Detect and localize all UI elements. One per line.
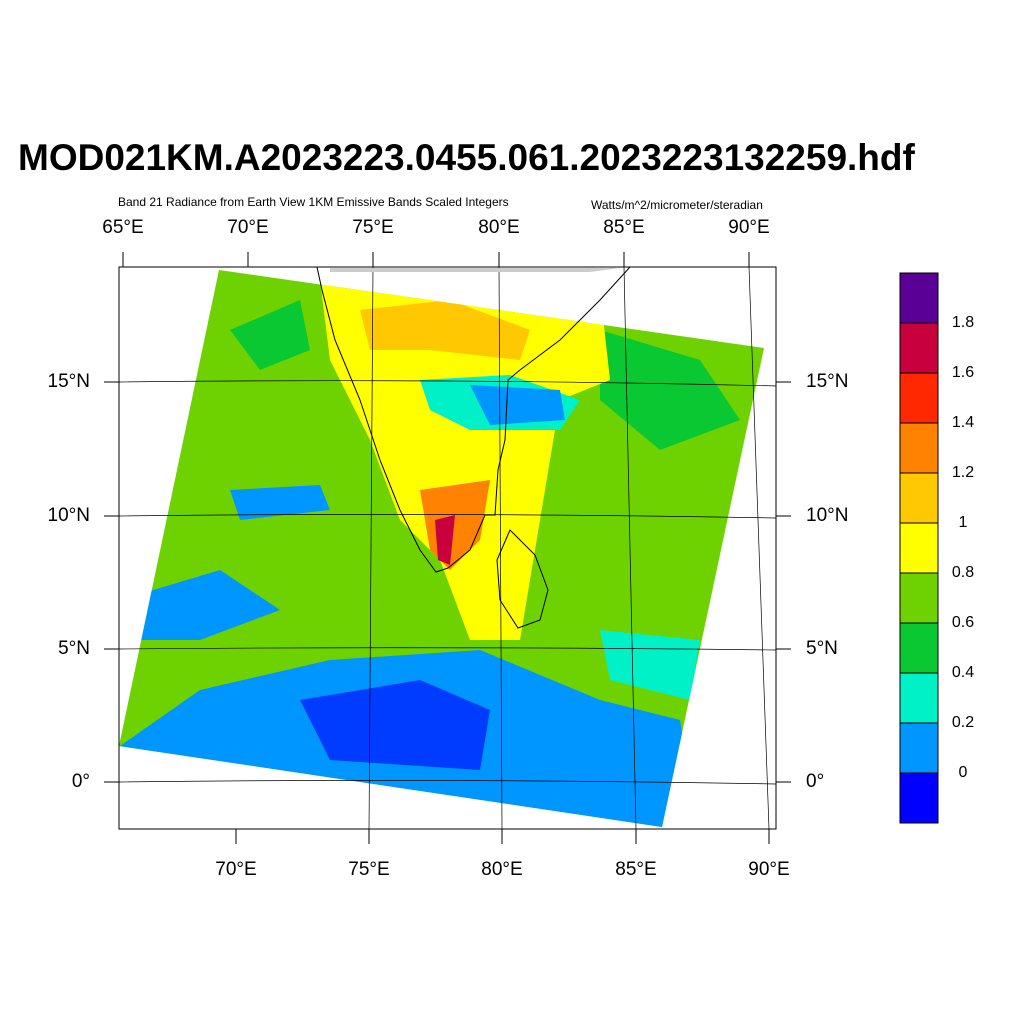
colorbar-label: 0.6 [952,614,974,631]
colorbar-label: 0.4 [952,664,974,681]
left-axis-label: 15°N [48,371,90,392]
right-axis-label: 10°N [806,505,848,526]
bottom-axis-label: 85°E [615,859,656,880]
colorbar-label: 1.4 [952,414,974,431]
ticks [104,252,791,844]
right-axis-label: 5°N [806,638,838,659]
top-axis-label: 85°E [603,217,644,238]
no-data-strip [330,268,620,272]
colorbar-box [899,372,939,424]
plot-frame [118,266,777,830]
left-axis-label: 5°N [58,638,90,659]
colorbar-box [899,772,939,824]
right-axis-label: 0° [806,771,824,792]
bottom-axis-label: 70°E [215,859,256,880]
colorbar-box [899,472,939,524]
colorbar-label: 0.2 [952,714,974,731]
bottom-axis-label: 75°E [348,859,389,880]
left-axis-label: 0° [72,771,90,792]
top-axis-label: 70°E [227,217,268,238]
colorbar-label: 1 [959,514,968,531]
colorbar-label: 0 [959,764,968,781]
colorbar-box [899,722,939,774]
units: Watts/m^2/micrometer/steradian [591,198,763,212]
top-axis-label: 80°E [478,217,519,238]
colorbar-box [899,422,939,474]
bottom-axis-label: 90°E [748,859,789,880]
colorbar-box [899,522,939,574]
subtitle: Band 21 Radiance from Earth View 1KM Emi… [118,195,509,209]
colorbar-label: 1.8 [952,314,974,331]
colorbar-box [899,672,939,724]
top-axis-label: 90°E [728,217,769,238]
title: MOD021KM.A2023223.0455.061.2023223132259… [18,137,916,178]
top-axis-label: 75°E [352,217,393,238]
coastlines [316,266,631,629]
left-axis-label: 10°N [48,505,90,526]
top-axis-label: 65°E [102,217,143,238]
graticule [118,266,777,830]
right-axis-label: 15°N [806,371,848,392]
bottom-axis-label: 80°E [481,859,522,880]
colorbar-box [899,322,939,374]
colorbar-label: 1.2 [952,464,974,481]
colorbar-box [899,272,939,324]
colorbar-label: 0.8 [952,564,974,581]
colorbar-box [899,622,939,674]
data-swath [119,270,764,827]
colorbar-box [899,572,939,624]
colorbar-label: 1.6 [952,364,974,381]
